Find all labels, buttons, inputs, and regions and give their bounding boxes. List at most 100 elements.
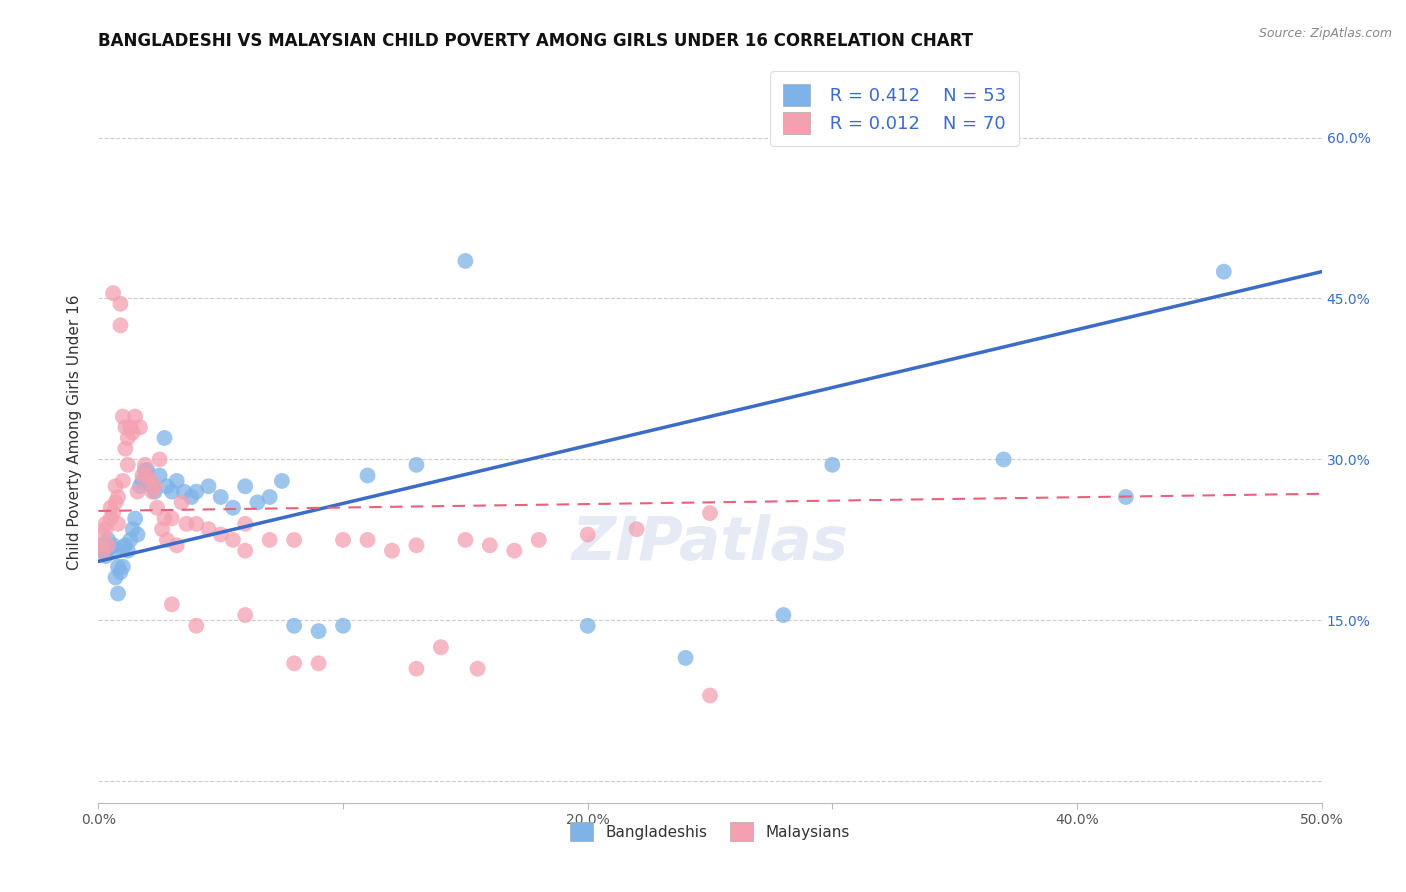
Point — [91, 527, 114, 541]
Point — [131, 468, 153, 483]
Point — [186, 516, 208, 531]
Point — [467, 662, 489, 676]
Text: ZIPatlas: ZIPatlas — [571, 514, 849, 574]
Point — [166, 474, 188, 488]
Point — [156, 533, 179, 547]
Point — [110, 565, 132, 579]
Point — [107, 559, 129, 574]
Point — [121, 522, 143, 536]
Point — [111, 541, 134, 555]
Point — [143, 479, 166, 493]
Point — [120, 420, 142, 434]
Point — [233, 479, 256, 493]
Point — [150, 522, 173, 536]
Point — [222, 533, 245, 547]
Point — [97, 533, 120, 547]
Point — [503, 543, 526, 558]
Point — [156, 479, 179, 493]
Point — [197, 479, 219, 493]
Point — [107, 516, 129, 531]
Point — [233, 543, 256, 558]
Point — [117, 458, 139, 472]
Y-axis label: Child Poverty Among Girls Under 16: Child Poverty Among Girls Under 16 — [67, 295, 83, 570]
Point — [127, 527, 149, 541]
Point — [1115, 490, 1137, 504]
Point — [166, 538, 188, 552]
Point — [180, 490, 202, 504]
Point — [699, 506, 721, 520]
Point — [90, 538, 112, 552]
Point — [94, 549, 117, 563]
Point — [233, 607, 256, 622]
Point — [143, 484, 166, 499]
Point — [104, 479, 127, 493]
Point — [104, 570, 127, 584]
Point — [120, 533, 142, 547]
Point — [699, 689, 721, 703]
Point — [283, 657, 305, 671]
Point — [772, 607, 794, 622]
Point — [136, 463, 159, 477]
Point — [332, 533, 354, 547]
Point — [131, 474, 153, 488]
Point — [197, 522, 219, 536]
Point — [626, 522, 648, 536]
Point — [405, 458, 427, 472]
Point — [124, 409, 146, 424]
Point — [114, 442, 136, 456]
Point — [381, 543, 404, 558]
Point — [259, 533, 281, 547]
Point — [283, 533, 305, 547]
Point — [527, 533, 550, 547]
Point — [308, 657, 330, 671]
Point — [576, 619, 599, 633]
Point — [160, 597, 183, 611]
Point — [104, 543, 127, 558]
Point — [233, 516, 256, 531]
Point — [186, 484, 208, 499]
Point — [576, 527, 599, 541]
Point — [104, 495, 127, 509]
Point — [356, 468, 378, 483]
Point — [110, 318, 132, 333]
Point — [821, 458, 844, 472]
Point — [153, 511, 176, 525]
Text: BANGLADESHI VS MALAYSIAN CHILD POVERTY AMONG GIRLS UNDER 16 CORRELATION CHART: BANGLADESHI VS MALAYSIAN CHILD POVERTY A… — [98, 32, 973, 50]
Point — [332, 619, 354, 633]
Point — [141, 484, 163, 499]
Point — [149, 468, 172, 483]
Point — [675, 651, 697, 665]
Point — [186, 619, 208, 633]
Point — [107, 586, 129, 600]
Point — [100, 500, 122, 515]
Point — [173, 484, 195, 499]
Point — [153, 431, 176, 445]
Point — [136, 468, 159, 483]
Point — [134, 463, 156, 477]
Point — [1212, 265, 1234, 279]
Point — [270, 474, 294, 488]
Point — [117, 431, 139, 445]
Point — [222, 500, 245, 515]
Point — [405, 662, 427, 676]
Point — [160, 511, 183, 525]
Point — [111, 474, 134, 488]
Point — [209, 527, 232, 541]
Point — [114, 538, 136, 552]
Point — [129, 420, 152, 434]
Point — [246, 495, 269, 509]
Point — [127, 484, 149, 499]
Point — [101, 538, 124, 552]
Point — [170, 495, 193, 509]
Point — [454, 533, 477, 547]
Text: Source: ZipAtlas.com: Source: ZipAtlas.com — [1258, 27, 1392, 40]
Point — [100, 541, 122, 555]
Point — [430, 640, 453, 655]
Point — [160, 484, 183, 499]
Point — [94, 522, 117, 536]
Point — [149, 452, 172, 467]
Point — [356, 533, 378, 547]
Point — [91, 543, 114, 558]
Point — [110, 297, 132, 311]
Point — [124, 511, 146, 525]
